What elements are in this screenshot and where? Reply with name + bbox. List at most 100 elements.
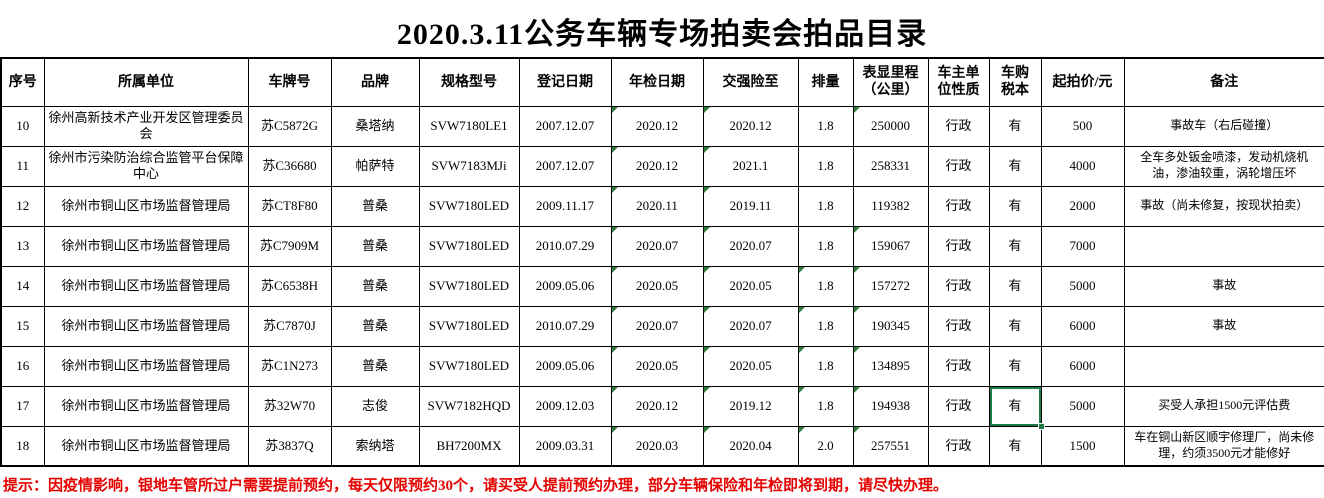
cell-plate[interactable]: 苏C1N273 <box>247 345 332 387</box>
cell-plate[interactable]: 苏C6538H <box>247 265 332 307</box>
cell-brand[interactable]: 普桑 <box>330 225 420 267</box>
cell-remark[interactable]: 事故 <box>1123 305 1324 347</box>
cell-no[interactable]: 11 <box>0 145 45 187</box>
col-header-start_price[interactable]: 起拍价/元 <box>1040 57 1125 107</box>
cell-displacement[interactable]: 1.8 <box>797 265 854 307</box>
cell-displacement[interactable]: 2.0 <box>797 425 854 467</box>
cell-unit[interactable]: 徐州市污染防治综合监管平台保障中心 <box>43 145 249 187</box>
cell-model[interactable]: SVW7180LE1 <box>418 105 520 147</box>
cell-plate[interactable]: 苏32W70 <box>247 385 332 427</box>
col-header-unit[interactable]: 所属单位 <box>43 57 249 107</box>
cell-remark[interactable]: 事故（尚未修复，按现状拍卖） <box>1123 185 1324 227</box>
cell-start_price[interactable]: 1500 <box>1040 425 1125 467</box>
cell-mileage[interactable]: 157272 <box>852 265 929 307</box>
cell-owner_type[interactable]: 行政 <box>927 145 990 187</box>
cell-owner_type[interactable]: 行政 <box>927 105 990 147</box>
cell-insurance_until[interactable]: 2021.1 <box>702 145 799 187</box>
cell-annual_date[interactable]: 2020.12 <box>610 105 704 147</box>
cell-mileage[interactable]: 258331 <box>852 145 929 187</box>
cell-displacement[interactable]: 1.8 <box>797 385 854 427</box>
cell-start_price[interactable]: 2000 <box>1040 185 1125 227</box>
cell-displacement[interactable]: 1.8 <box>797 105 854 147</box>
cell-start_price[interactable]: 5000 <box>1040 385 1125 427</box>
cell-mileage[interactable]: 190345 <box>852 305 929 347</box>
cell-insurance_until[interactable]: 2020.12 <box>702 105 799 147</box>
cell-no[interactable]: 15 <box>0 305 45 347</box>
col-header-brand[interactable]: 品牌 <box>330 57 420 107</box>
cell-start_price[interactable]: 500 <box>1040 105 1125 147</box>
cell-reg_date[interactable]: 2007.12.07 <box>518 105 612 147</box>
cell-annual_date[interactable]: 2020.05 <box>610 265 704 307</box>
cell-brand[interactable]: 桑塔纳 <box>330 105 420 147</box>
cell-owner_type[interactable]: 行政 <box>927 385 990 427</box>
cell-unit[interactable]: 徐州市铜山区市场监督管理局 <box>43 185 249 227</box>
cell-owner_type[interactable]: 行政 <box>927 345 990 387</box>
cell-model[interactable]: SVW7180LED <box>418 345 520 387</box>
cell-insurance_until[interactable]: 2019.11 <box>702 185 799 227</box>
col-header-plate[interactable]: 车牌号 <box>247 57 332 107</box>
cell-model[interactable]: SVW7182HQD <box>418 385 520 427</box>
cell-annual_date[interactable]: 2020.07 <box>610 225 704 267</box>
cell-mileage[interactable]: 250000 <box>852 105 929 147</box>
cell-tax_book[interactable]: 有 <box>988 425 1042 467</box>
cell-start_price[interactable]: 4000 <box>1040 145 1125 187</box>
cell-owner_type[interactable]: 行政 <box>927 425 990 467</box>
cell-mileage[interactable]: 119382 <box>852 185 929 227</box>
cell-model[interactable]: SVW7180LED <box>418 265 520 307</box>
cell-unit[interactable]: 徐州市铜山区市场监督管理局 <box>43 265 249 307</box>
cell-mileage[interactable]: 134895 <box>852 345 929 387</box>
cell-insurance_until[interactable]: 2020.05 <box>702 345 799 387</box>
col-header-owner_type[interactable]: 车主单 位性质 <box>927 57 990 107</box>
cell-model[interactable]: SVW7180LED <box>418 225 520 267</box>
cell-displacement[interactable]: 1.8 <box>797 225 854 267</box>
cell-no[interactable]: 17 <box>0 385 45 427</box>
cell-tax_book[interactable]: 有 <box>988 105 1042 147</box>
cell-brand[interactable]: 普桑 <box>330 185 420 227</box>
col-header-model[interactable]: 规格型号 <box>418 57 520 107</box>
cell-annual_date[interactable]: 2020.03 <box>610 425 704 467</box>
cell-brand[interactable]: 帕萨特 <box>330 145 420 187</box>
cell-insurance_until[interactable]: 2020.04 <box>702 425 799 467</box>
cell-tax_book[interactable]: 有 <box>988 225 1042 267</box>
cell-annual_date[interactable]: 2020.11 <box>610 185 704 227</box>
cell-reg_date[interactable]: 2009.11.17 <box>518 185 612 227</box>
cell-tax_book[interactable]: 有 <box>988 305 1042 347</box>
cell-owner_type[interactable]: 行政 <box>927 225 990 267</box>
cell-plate[interactable]: 苏C36680 <box>247 145 332 187</box>
cell-model[interactable]: SVW7180LED <box>418 305 520 347</box>
cell-model[interactable]: BH7200MX <box>418 425 520 467</box>
cell-owner_type[interactable]: 行政 <box>927 305 990 347</box>
cell-mileage[interactable]: 257551 <box>852 425 929 467</box>
cell-unit[interactable]: 徐州市铜山区市场监督管理局 <box>43 425 249 467</box>
cell-no[interactable]: 12 <box>0 185 45 227</box>
cell-remark[interactable] <box>1123 345 1324 387</box>
cell-annual_date[interactable]: 2020.12 <box>610 385 704 427</box>
col-header-remark[interactable]: 备注 <box>1123 57 1324 107</box>
cell-insurance_until[interactable]: 2020.05 <box>702 265 799 307</box>
cell-displacement[interactable]: 1.8 <box>797 185 854 227</box>
cell-remark[interactable]: 事故车（右后碰撞） <box>1123 105 1324 147</box>
col-header-tax_book[interactable]: 车购 税本 <box>988 57 1042 107</box>
cell-unit[interactable]: 徐州高新技术产业开发区管理委员会 <box>43 105 249 147</box>
cell-owner_type[interactable]: 行政 <box>927 185 990 227</box>
cell-plate[interactable]: 苏C7909M <box>247 225 332 267</box>
cell-annual_date[interactable]: 2020.07 <box>610 305 704 347</box>
cell-annual_date[interactable]: 2020.05 <box>610 345 704 387</box>
cell-no[interactable]: 10 <box>0 105 45 147</box>
cell-reg_date[interactable]: 2010.07.29 <box>518 305 612 347</box>
col-header-annual_date[interactable]: 年检日期 <box>610 57 704 107</box>
cell-start_price[interactable]: 7000 <box>1040 225 1125 267</box>
cell-tax_book[interactable]: 有 <box>988 145 1042 187</box>
cell-reg_date[interactable]: 2009.12.03 <box>518 385 612 427</box>
cell-model[interactable]: SVW7183MJi <box>418 145 520 187</box>
cell-tax_book[interactable]: 有 <box>988 185 1042 227</box>
cell-brand[interactable]: 志俊 <box>330 385 420 427</box>
cell-plate[interactable]: 苏C7870J <box>247 305 332 347</box>
cell-insurance_until[interactable]: 2020.07 <box>702 305 799 347</box>
cell-model[interactable]: SVW7180LED <box>418 185 520 227</box>
cell-reg_date[interactable]: 2010.07.29 <box>518 225 612 267</box>
col-header-mileage[interactable]: 表显里程 （公里） <box>852 57 929 107</box>
cell-start_price[interactable]: 6000 <box>1040 305 1125 347</box>
cell-tax_book[interactable]: 有 <box>988 265 1042 307</box>
cell-displacement[interactable]: 1.8 <box>797 305 854 347</box>
